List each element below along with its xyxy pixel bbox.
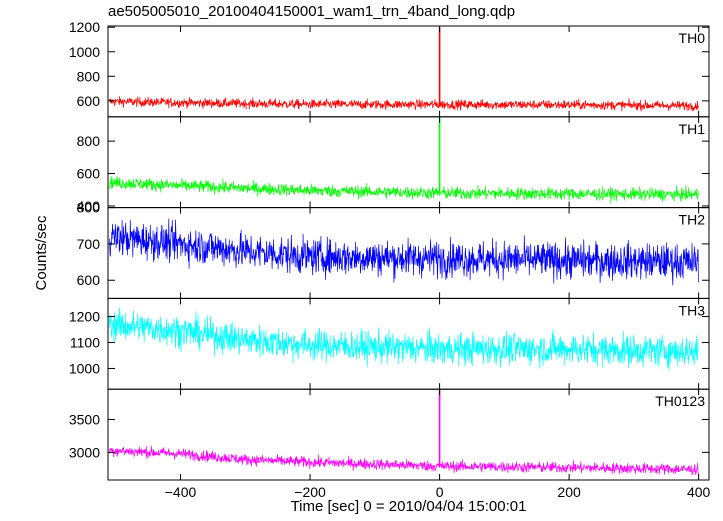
panel-label-th0: TH0 xyxy=(679,30,706,46)
y-tick-label: 3500 xyxy=(69,411,100,427)
y-tick-label: 1000 xyxy=(69,44,100,60)
panel-th3: 1000 1100 1200 TH3 xyxy=(69,297,710,390)
series-line-th0 xyxy=(108,96,699,112)
panel-frame xyxy=(107,388,710,481)
y-tick-label: 3000 xyxy=(69,444,100,460)
y-tick-label: 700 xyxy=(77,236,101,252)
y-tick-label: 1200 xyxy=(69,309,100,325)
series-line-th2 xyxy=(108,218,699,286)
panel-th2: 600 700 800 TH2 xyxy=(77,200,710,299)
y-tick-label: 600 xyxy=(77,166,101,182)
panel-label-th1: TH1 xyxy=(679,121,706,137)
y-tick-label: 400 xyxy=(77,198,101,214)
y-tick-label: 600 xyxy=(77,272,101,288)
y-axis-label: Counts/sec xyxy=(33,215,50,291)
panel-th0123: 3000 3500 TH0123 xyxy=(69,388,710,481)
y-tick-label: 800 xyxy=(77,200,101,216)
series-line-th3 xyxy=(108,307,699,371)
panel-label-th0123: TH0123 xyxy=(655,393,705,409)
y-tick-label: 800 xyxy=(77,68,101,84)
panel-th0: 600 800 1000 1200 TH0 xyxy=(69,19,710,118)
x-tick-label: −400 xyxy=(165,484,197,500)
panel-label-th2: TH2 xyxy=(679,212,706,228)
x-tick-label: 0 xyxy=(436,484,444,500)
y-tick-label: 1100 xyxy=(70,335,100,351)
x-tick-label: −200 xyxy=(294,484,326,500)
y-tick-label: 1200 xyxy=(69,19,100,35)
panel-th1: 400 600 800 TH1 xyxy=(77,116,710,214)
y-tick-label: 800 xyxy=(77,133,101,149)
x-tick-label: 200 xyxy=(557,484,581,500)
y-tick-label: 600 xyxy=(77,93,101,109)
chart-title: ae505005010_20100404150001_wam1_trn_4ban… xyxy=(108,3,516,20)
panel-label-th3: TH3 xyxy=(679,302,706,318)
y-tick-label: 1000 xyxy=(69,360,100,376)
series-line-th0123 xyxy=(108,445,699,476)
x-axis-label: Time [sec] 0 = 2010/04/04 15:00:01 xyxy=(291,498,527,515)
series-line-th1 xyxy=(108,176,699,204)
x-tick-label: 400 xyxy=(687,484,711,500)
